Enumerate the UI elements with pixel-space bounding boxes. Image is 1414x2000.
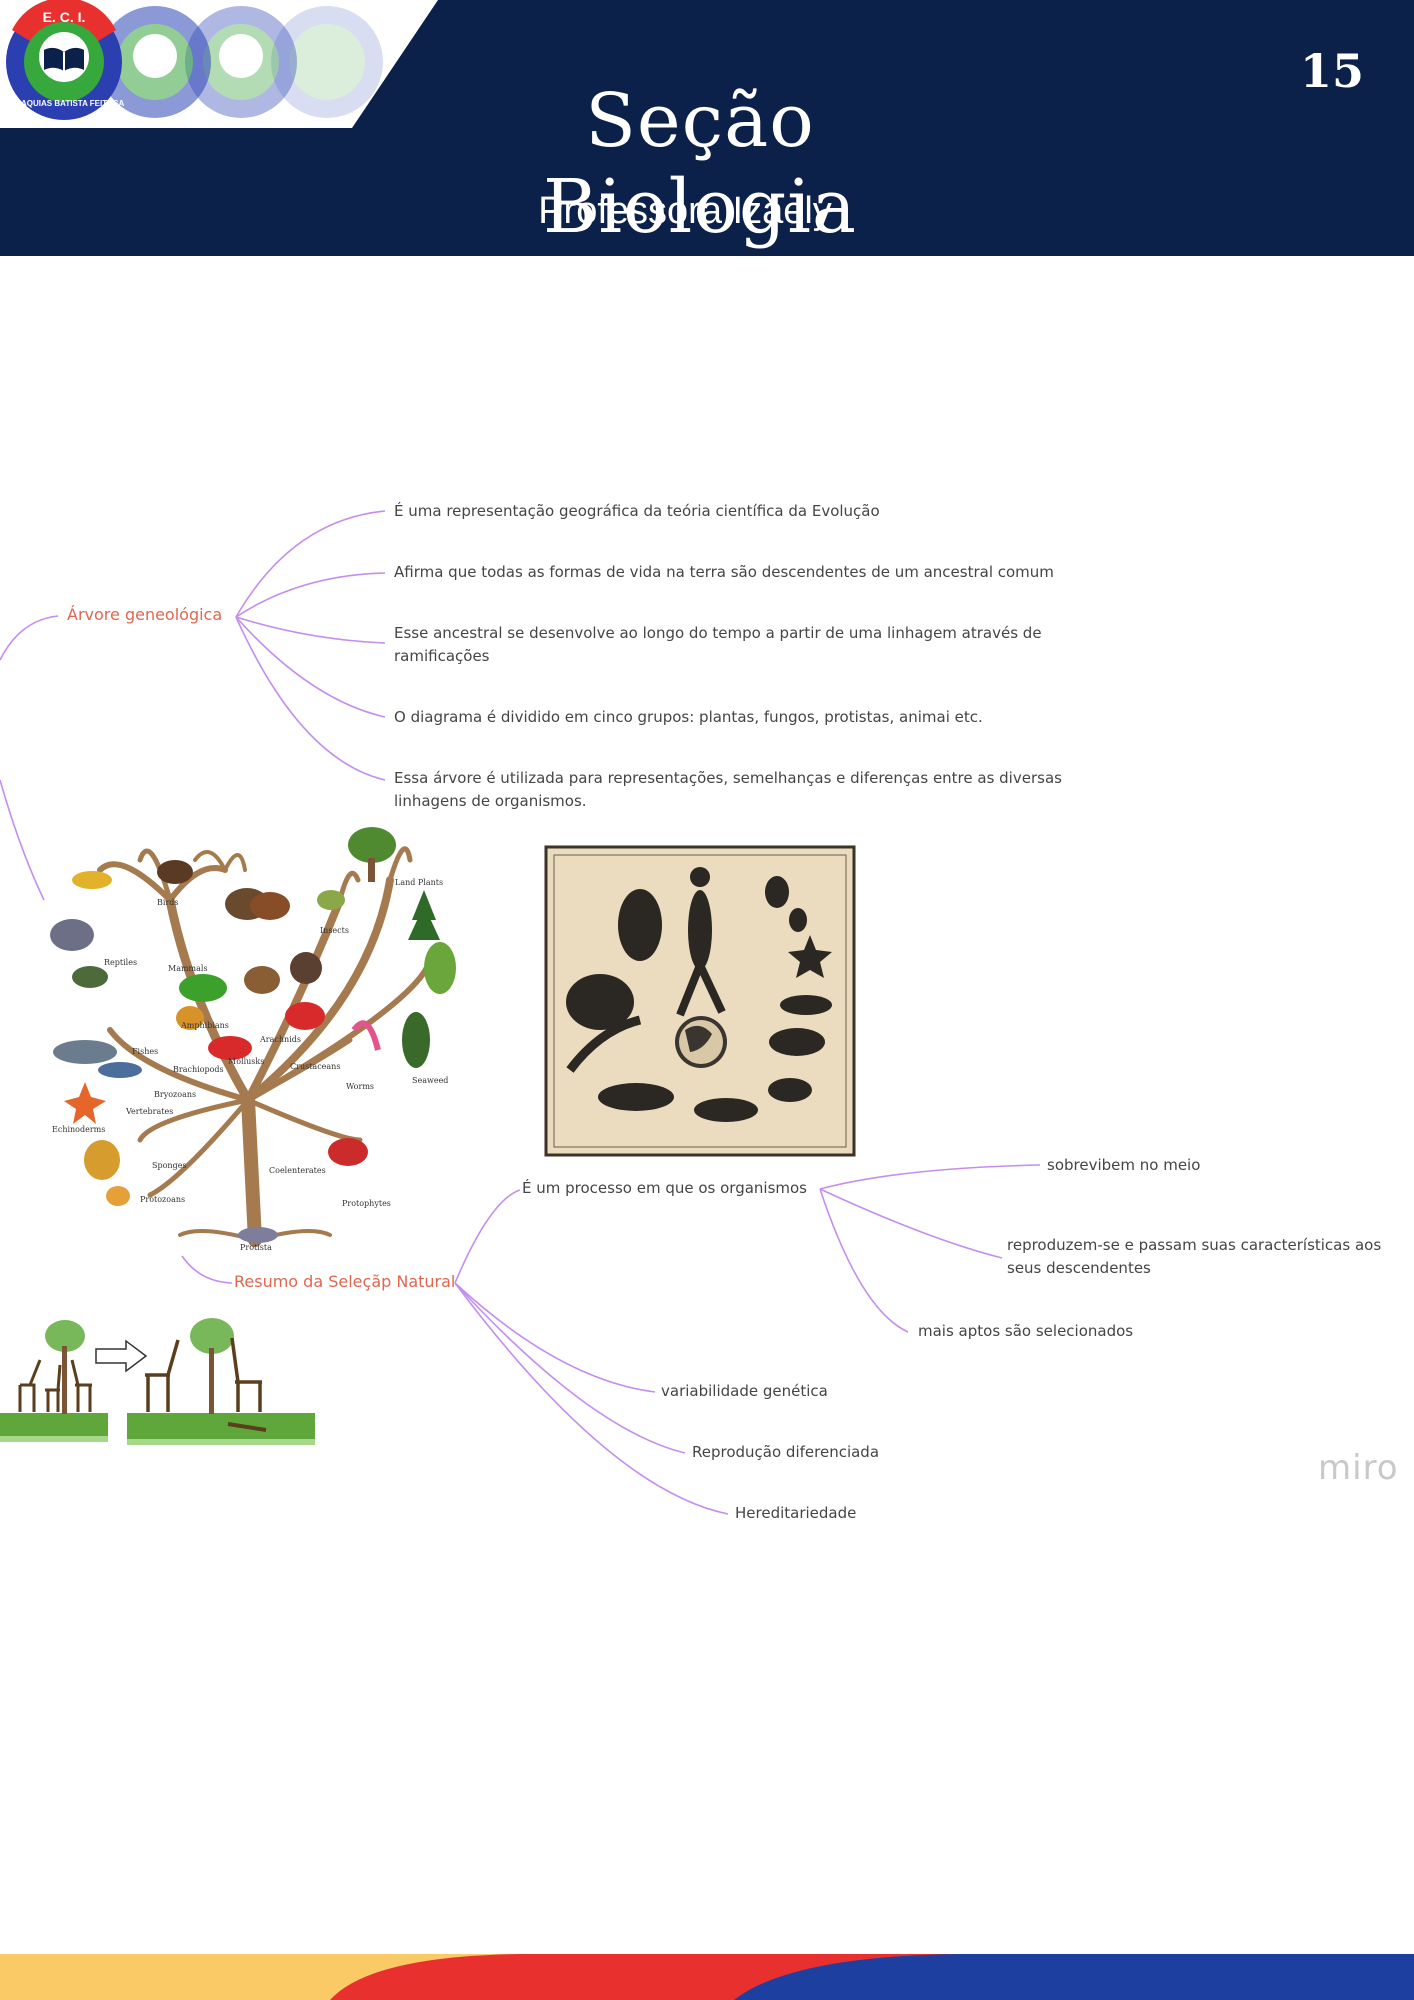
- tree-label-arachnids: Arachnids: [259, 1035, 301, 1044]
- tree-label-mollusks: Mollusks: [228, 1057, 264, 1066]
- logo-ghost-1: [99, 6, 211, 118]
- header-decoration: E. C. I. MALAQUIAS BATISTA FEITOSA: [0, 0, 438, 128]
- tree-label-bryozoans: Bryozoans: [154, 1090, 196, 1099]
- tree-label-worms: Worms: [346, 1082, 374, 1091]
- tree-label-coelenterates: Coelenterates: [269, 1166, 326, 1175]
- page-number: 15: [1299, 44, 1364, 98]
- process-item-2: reproduzem-se e passam suas característi…: [1007, 1236, 1382, 1277]
- arvore-item-1: É uma representação geográfica da teória…: [394, 502, 880, 520]
- selecao-item-2: Reprodução diferenciada: [692, 1443, 880, 1461]
- logo-ghost-3: [271, 6, 383, 118]
- tree-label-protozoans: Protozoans: [140, 1195, 185, 1204]
- school-logo: E. C. I. MALAQUIAS BATISTA FEITOSA: [4, 0, 125, 120]
- phylogenetic-tree-illustration: Birds Land Plants Insects Reptiles Mamma…: [50, 827, 456, 1252]
- tree-label-fishes: Fishes: [132, 1047, 158, 1056]
- topic-selecao-natural: Resumo da Seleçãp Natural: [234, 1272, 456, 1291]
- logo-top-text: E. C. I.: [43, 9, 86, 25]
- tree-label-protophytes: Protophytes: [342, 1199, 391, 1208]
- selecao-process: É um processo em que os organismos: [522, 1179, 807, 1197]
- tree-label-insects: Insects: [320, 926, 349, 935]
- tree-label-brachiopods: Brachiopods: [173, 1065, 224, 1074]
- arvore-item-4: O diagrama é dividido em cinco grupos: p…: [394, 708, 983, 726]
- page-subtitle: Professora Izaely: [538, 190, 832, 232]
- arvore-item-5: Essa árvore é utilizada para representaç…: [394, 769, 1062, 810]
- logo-ghost-2: [185, 6, 297, 118]
- tree-organisms: [50, 827, 456, 1243]
- tree-label-reptiles: Reptiles: [104, 958, 137, 967]
- tree-labels: Birds Land Plants Insects Reptiles Mamma…: [52, 878, 448, 1252]
- footer-waves: [0, 1954, 1414, 2000]
- tree-label-amphibians: Amphibians: [180, 1021, 229, 1030]
- process-item-3: mais aptos são selecionados: [918, 1322, 1134, 1340]
- tree-label-birds: Birds: [157, 898, 179, 907]
- tree-label-protista: Protista: [240, 1243, 272, 1252]
- tree-label-land-plants: Land Plants: [395, 878, 443, 887]
- tree-label-vertebrates: Vertebrates: [125, 1107, 173, 1116]
- logo-ring-text: MALAQUIAS BATISTA FEITOSA: [4, 99, 125, 108]
- tree-label-sponges: Sponges: [152, 1161, 187, 1170]
- arvore-item-3: Esse ancestral se desenvolve ao longo do…: [394, 624, 1042, 665]
- giraffe-illustration: [0, 1318, 315, 1445]
- tree-label-mammals: Mammals: [168, 964, 208, 973]
- arvore-item-2: Afirma que todas as formas de vida na te…: [394, 563, 1054, 581]
- tree-label-seaweed: Seaweed: [412, 1076, 448, 1085]
- tree-label-echinoderms: Echinoderms: [52, 1125, 105, 1134]
- tree-label-crustaceans: Crustaceans: [290, 1062, 340, 1071]
- topic-arvore-genealogica: Árvore geneológica: [67, 605, 223, 624]
- selecao-item-1: variabilidade genética: [661, 1382, 828, 1400]
- process-item-1: sobrevibem no meio: [1047, 1156, 1201, 1174]
- evolution-illustration: [544, 845, 856, 1157]
- mindmap-connectors: [0, 510, 1041, 1515]
- miro-watermark: miro: [1318, 1448, 1399, 1488]
- selecao-item-3: Hereditariedade: [735, 1504, 857, 1522]
- page-title: Seção Biologia: [543, 78, 857, 250]
